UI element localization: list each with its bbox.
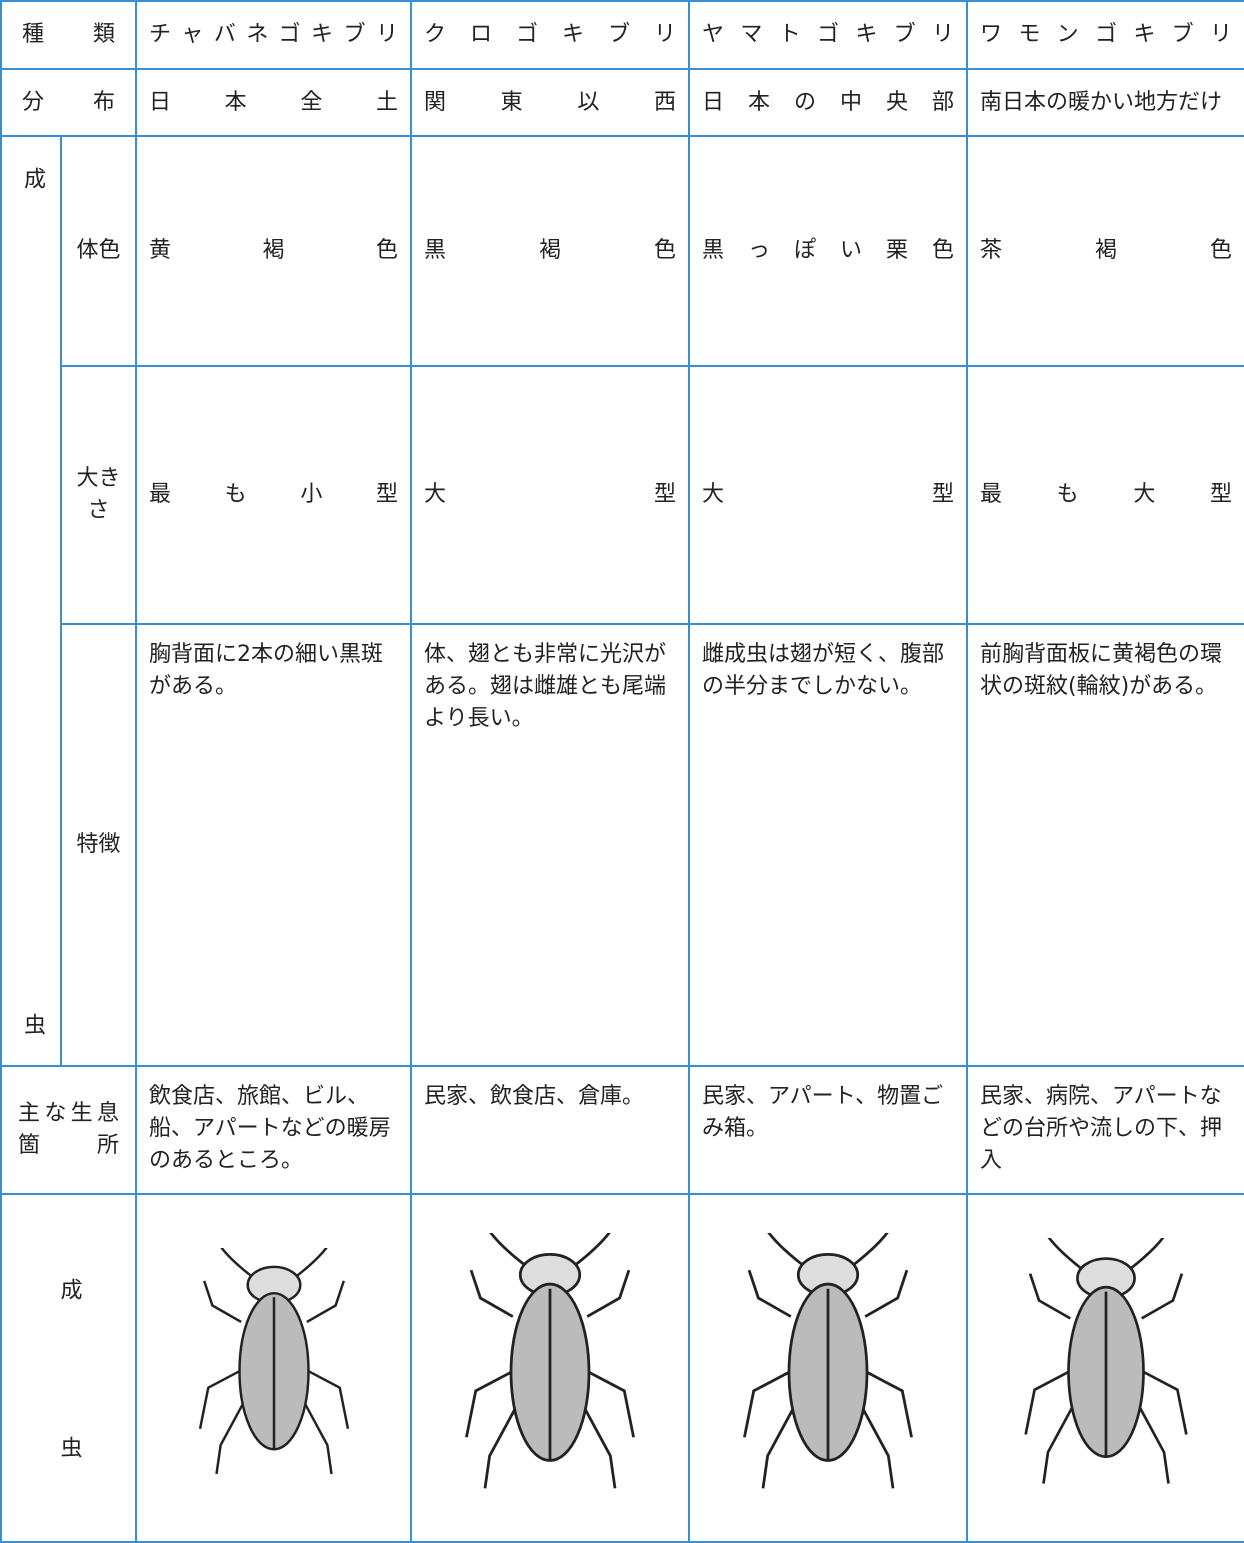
cell: 黒褐色 [411,136,689,366]
species-name: ワモンゴキブリ [967,1,1244,69]
cell: 茶褐色 [967,136,1244,366]
row-label: 体色 [61,136,136,366]
cockroach-illustration [1016,1238,1196,1488]
cell: 民家、アパート、物置ごみ箱。 [689,1066,967,1194]
page: 種類 チャバネゴキブリ クロゴキブリ ヤマトゴキブリ ワモンゴキブリ 分布 日本… [0,0,1244,868]
cell: 雌成虫は翅が短く、腹部の半分までしかない。 [689,624,967,1066]
image-row: 成虫 [1,1194,1244,1542]
cell: 民家、飲食店、倉庫。 [411,1066,689,1194]
row-label: 主な生息箇所 [1,1066,136,1194]
habitat-row: 主な生息箇所 飲食店、旅館、ビル、船、アパートなどの暖房のあるところ。 民家、飲… [1,1066,1244,1194]
size-row: 大きさ 最も小型 大型 大型 最も大型 [1,366,1244,624]
cell: 日本の中央部 [689,69,967,136]
header-row: 種類 チャバネゴキブリ クロゴキブリ ヤマトゴキブリ ワモンゴキブリ [1,1,1244,69]
cockroach-illustration [440,1233,660,1493]
cell: 飲食店、旅館、ビル、船、アパートなどの暖房のあるところ。 [136,1066,411,1194]
species-name: クロゴキブリ [411,1,689,69]
illustration-cell [136,1194,411,1542]
illustration-cell [689,1194,967,1542]
color-row: 成虫 体色 黄褐色 黒褐色 黒っぽい栗色 茶褐色 [1,136,1244,366]
cockroach-illustration [189,1248,359,1478]
species-name: チャバネゴキブリ [136,1,411,69]
cell: 関東以西 [411,69,689,136]
row-label: 分布 [1,69,136,136]
species-name: ヤマトゴキブリ [689,1,967,69]
cell: 胸背面に2本の細い黒斑がある。 [136,624,411,1066]
cell: 大型 [689,366,967,624]
cockroach-illustration [718,1233,938,1493]
row-label: 大きさ [61,366,136,624]
cell: 最も小型 [136,366,411,624]
cell: 南日本の暖かい地方だけ [967,69,1244,136]
group-label-cell: 成虫 [1,136,61,1066]
cell: 体、翅とも非常に光沢がある。翅は雌雄とも尾端より長い。 [411,624,689,1066]
illustration-cell [967,1194,1244,1542]
cell: 前胸背面板に黄褐色の環状の斑紋(輪紋)がある。 [967,624,1244,1066]
row-label-cell: 成虫 [1,1194,136,1542]
cell: 日本全土 [136,69,411,136]
row-label: 種類 [1,1,136,69]
row-label: 成虫 [53,1278,85,1458]
cell: 黒っぽい栗色 [689,136,967,366]
cell: 民家、病院、アパートなどの台所や流しの下、押入 [967,1066,1244,1194]
distribution-row: 分布 日本全土 関東以西 日本の中央部 南日本の暖かい地方だけ [1,69,1244,136]
cell: 大型 [411,366,689,624]
row-label: 特徴 [61,624,136,1066]
illustration-cell [411,1194,689,1542]
group-label: 成虫 [16,167,48,1035]
feature-row: 特徴 胸背面に2本の細い黒斑がある。 体、翅とも非常に光沢がある。翅は雌雄とも尾… [1,624,1244,1066]
cell: 最も大型 [967,366,1244,624]
cell: 黄褐色 [136,136,411,366]
